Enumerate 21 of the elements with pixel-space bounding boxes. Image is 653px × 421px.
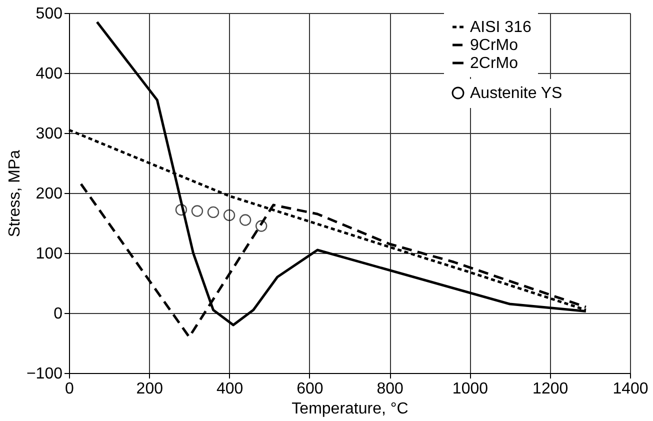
- x-tick-label: 800: [376, 380, 404, 398]
- y-tick-label: 300: [36, 126, 63, 142]
- y-axis-title: Stress, MPa: [6, 150, 24, 238]
- x-tick-label: 200: [136, 380, 164, 398]
- x-tick-label: 600: [296, 380, 324, 398]
- x-tick-label: 1200: [532, 380, 568, 398]
- x-tick-label: 0: [65, 380, 74, 398]
- legend-label: 2CrMo: [470, 55, 518, 72]
- x-tick-label: 1000: [452, 380, 488, 398]
- y-tick-label: −100: [26, 366, 63, 382]
- legend-label: Austenite YS: [470, 85, 562, 102]
- y-tick-label: 200: [36, 186, 63, 202]
- x-axis-title: Temperature, °C: [292, 400, 408, 418]
- y-tick-label: 100: [36, 246, 63, 262]
- y-tick-label: 0: [54, 306, 63, 322]
- y-tick-label: 500: [36, 6, 63, 22]
- x-tick-label: 1400: [612, 380, 648, 398]
- y-tick-label: 400: [36, 66, 63, 82]
- x-tick-label: 400: [216, 380, 244, 398]
- legend-label: 9CrMo: [470, 37, 518, 54]
- legend-label: AISI 316: [470, 19, 532, 36]
